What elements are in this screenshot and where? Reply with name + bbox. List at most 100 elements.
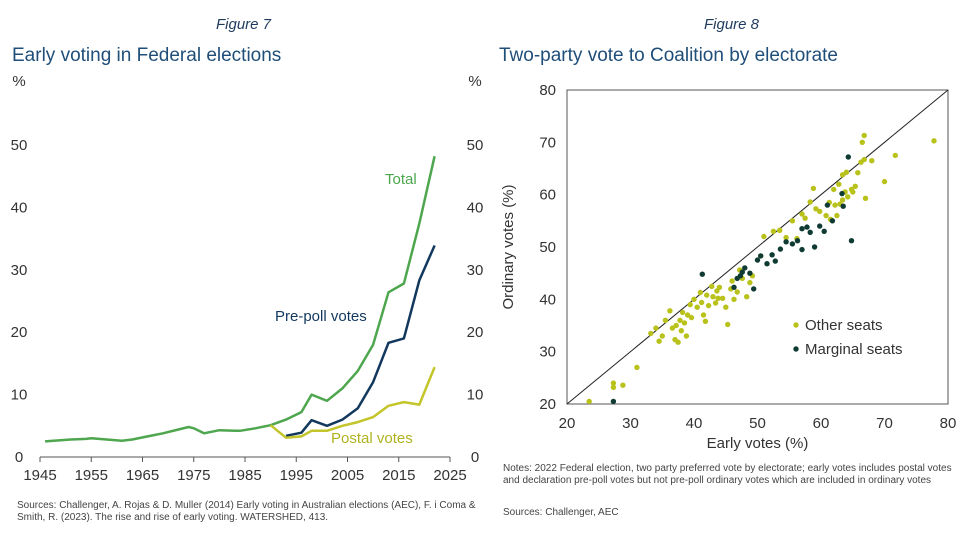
other-seat-point	[697, 289, 704, 296]
other-seat-point	[683, 333, 690, 339]
marginal-seat-point	[824, 202, 831, 208]
scatter-y-tick-label: 70	[539, 134, 556, 151]
marginal-seat-point	[821, 228, 827, 234]
other-seat-point	[662, 317, 669, 323]
left-y-tick-label: 50	[11, 137, 28, 154]
scatter-x-tick-label: 60	[813, 415, 830, 432]
marginal-seat-point	[769, 252, 775, 258]
other-seat-point	[684, 312, 691, 318]
legend-other-seats-label: Other seats	[805, 317, 883, 334]
right-scatter-chart: 20 30 40 50 60 70 80 20 30 40 50 60 70 80 Early votes …	[500, 82, 956, 452]
other-seat-point	[734, 289, 740, 295]
other-seat-point	[694, 304, 700, 310]
marginal-seat-point	[783, 239, 789, 245]
other-seat-point	[839, 197, 846, 203]
left-y2-tick-label: 0	[471, 449, 479, 466]
scatter-y-tick-label: 20	[539, 396, 556, 413]
other-seat-point	[810, 185, 817, 192]
marginal-seat-point	[772, 258, 778, 264]
other-seat-point	[679, 309, 686, 316]
other-seat-point	[845, 194, 851, 200]
scatter-x-tick-label: 30	[622, 415, 639, 432]
left-y-unit-label: %	[12, 73, 25, 90]
marginal-seat-point	[799, 226, 805, 232]
other-seat-point	[610, 384, 617, 390]
left-x-tick-label: 2025	[433, 467, 466, 484]
scatter-x-tick-label: 80	[940, 415, 957, 432]
other-seat-point	[678, 328, 684, 334]
other-seat-point	[783, 234, 789, 241]
scatter-plot-frame	[566, 89, 949, 405]
other-seat-point	[834, 212, 840, 219]
other-seat-point	[705, 302, 712, 309]
other-seat-point	[777, 227, 783, 233]
other-seat-point	[669, 325, 676, 331]
left-x-tick-label: 1965	[126, 467, 159, 484]
marginal-seat-point	[811, 244, 818, 250]
other-seat-point	[881, 178, 888, 185]
other-seat-point	[704, 292, 710, 298]
figure7-label: Figure 7	[216, 16, 272, 33]
other-seat-point	[710, 294, 716, 300]
other-seat-point	[656, 338, 662, 344]
other-seat-point	[802, 215, 808, 221]
other-seat-point	[667, 308, 673, 314]
other-seat-point	[687, 301, 693, 308]
other-seat-point	[747, 279, 753, 286]
left-y-tick-label: 40	[11, 199, 28, 216]
marginal-seat-point	[845, 154, 851, 160]
prepoll-series-line	[285, 244, 436, 438]
other-seat-point	[712, 300, 719, 306]
marginal-seat-point	[699, 271, 705, 277]
postal-series-line	[269, 366, 436, 439]
other-seat-point	[843, 169, 850, 175]
left-y2-tick-label: 50	[467, 137, 484, 154]
marginal-seat-point	[840, 203, 846, 209]
other-seat-point	[586, 398, 592, 405]
other-seat-point	[688, 314, 695, 321]
left-y2-tick-label: 40	[467, 199, 484, 216]
other-seat-point	[855, 170, 861, 176]
marginal-seat-point	[764, 261, 770, 267]
other-seat-point	[770, 228, 777, 234]
other-seat-point	[653, 325, 659, 331]
marginal-seat-point	[731, 284, 737, 290]
other-seat-point	[817, 208, 823, 215]
marginal-seat-point	[739, 269, 745, 275]
other-seat-point	[700, 312, 707, 318]
other-seat-point	[725, 321, 731, 328]
other-seat-point	[813, 206, 819, 212]
scatter-legend: Other seats Marginal seats	[793, 317, 903, 358]
scatter-y-tick-label: 30	[539, 344, 556, 361]
other-seat-point	[620, 382, 626, 388]
other-seat-point	[648, 330, 654, 337]
marginal-seat-point	[829, 218, 836, 224]
scatter-y-tick-label: 40	[539, 291, 556, 308]
left-y2-tick-label: 30	[467, 262, 484, 279]
other-seat-point	[836, 181, 842, 187]
right-sources: Sources: Challenger, AEC	[503, 507, 619, 518]
other-seat-point	[744, 294, 750, 300]
other-seat-point	[681, 320, 688, 326]
scatter-y-tick-label: 80	[539, 82, 556, 99]
other-seat-point	[839, 172, 846, 178]
marginal-seat-point	[754, 257, 761, 263]
other-seat-point	[861, 156, 867, 163]
other-seat-point	[799, 211, 805, 217]
left-y-tick-label: 30	[11, 262, 28, 279]
marginal-seat-point	[839, 190, 845, 197]
legend-marginal-seats-marker	[793, 346, 799, 352]
marginal-seat-point	[848, 238, 855, 244]
other-seat-point	[702, 318, 709, 324]
marginal-seat-point	[610, 398, 617, 405]
other-seat-point	[659, 333, 665, 339]
left-x-tick-label: 1985	[228, 467, 261, 484]
marginal-seat-point	[742, 265, 748, 271]
marginal-seat-point	[817, 223, 823, 229]
other-seat-point	[673, 322, 679, 329]
other-seat-point	[832, 202, 838, 208]
marginal-seat-point	[751, 286, 757, 292]
marginal-seat-point	[799, 246, 805, 253]
other-seat-point	[861, 132, 867, 139]
